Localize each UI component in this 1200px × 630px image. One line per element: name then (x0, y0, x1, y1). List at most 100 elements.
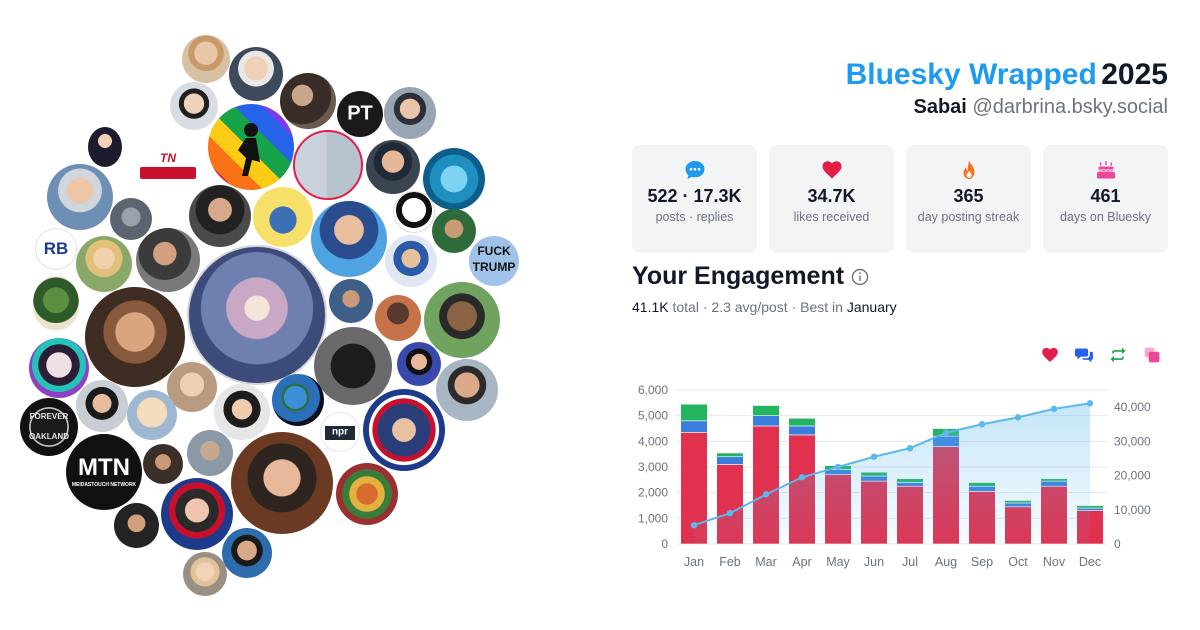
bar-segment (932, 427, 960, 429)
avatar-oakland[interactable]: FOREVER OAKLAND (20, 398, 78, 456)
avatar[interactable] (136, 228, 200, 292)
avatar[interactable] (375, 295, 421, 341)
avatar[interactable] (183, 552, 227, 596)
stat-card-likes: 34.7K likes received (769, 145, 894, 253)
cumulative-point (762, 491, 770, 498)
dancer-silhouette-icon (238, 123, 260, 176)
avatar[interactable] (170, 82, 218, 130)
x-tick-label: Nov (1043, 555, 1066, 569)
avatar[interactable] (76, 380, 128, 432)
legend-replies-toggle[interactable] (1074, 346, 1094, 364)
x-tick-label: Feb (719, 555, 741, 569)
cumulative-point (906, 444, 914, 452)
avatar-fuck-trump[interactable]: FUCK TRUMP (469, 236, 519, 286)
cumulative-point (942, 429, 950, 436)
engagement-best-month: January (846, 299, 897, 315)
avatar[interactable] (293, 130, 363, 200)
y-left-tick-label: 4,000 (638, 434, 668, 448)
avatar[interactable] (85, 287, 185, 387)
cumulative-point (834, 463, 842, 471)
avatar-lincoln[interactable] (393, 191, 435, 233)
avatar[interactable] (366, 140, 420, 194)
avatar-phoenix[interactable] (187, 245, 327, 385)
avatar[interactable] (384, 87, 436, 139)
bar-segment (680, 420, 708, 433)
avatar[interactable] (189, 185, 251, 247)
avatar[interactable] (88, 127, 122, 167)
avatar[interactable] (397, 342, 441, 386)
avatar[interactable] (314, 327, 392, 405)
user-handle[interactable]: @darbrina.bsky.social (972, 96, 1168, 118)
avatar[interactable] (187, 430, 233, 476)
avatar-mtn[interactable]: MTN MEIDASTOUCH NETWORK (66, 434, 142, 510)
stat-label: day posting streak (917, 210, 1020, 224)
avatar[interactable] (161, 478, 233, 550)
avatar[interactable] (76, 236, 132, 292)
avatar[interactable] (222, 528, 272, 578)
avatar-npr[interactable]: npr (320, 412, 360, 452)
bar-segment (788, 417, 816, 419)
repost-icon (1110, 347, 1126, 363)
avatar[interactable] (110, 198, 152, 240)
avatar[interactable] (114, 503, 159, 548)
avatar[interactable] (363, 389, 445, 471)
x-tick-label: Jul (902, 555, 918, 569)
legend-reposts-toggle[interactable] (1109, 346, 1127, 364)
info-icon[interactable] (851, 268, 869, 286)
stat-card-streak: 365 day posting streak (906, 145, 1031, 253)
stat-value: 365 (953, 186, 984, 206)
avatar[interactable] (167, 362, 217, 412)
cumulative-line (693, 402, 1091, 527)
cumulative-point (1086, 400, 1094, 407)
avatar-tn-holler[interactable]: TN HOLLER (134, 145, 202, 185)
bar-segment (680, 403, 708, 405)
y-left-tick-label: 3,000 (638, 460, 668, 474)
avatar[interactable]: PT (337, 91, 383, 137)
stat-card-days: 461 days on Bluesky (1043, 145, 1168, 253)
avatar[interactable] (311, 201, 387, 277)
stat-value: 34.7K (807, 186, 856, 206)
avatar[interactable] (432, 209, 476, 253)
avatar[interactable] (436, 359, 498, 421)
x-tick-label: Oct (1008, 555, 1028, 569)
avatar[interactable] (424, 282, 500, 358)
stat-label: likes received (793, 210, 870, 224)
x-tick-label: Sep (971, 555, 993, 569)
cumulative-point (690, 521, 698, 529)
bar-segment (752, 415, 780, 427)
avatar-rb[interactable]: RB (35, 228, 77, 270)
cumulative-point (726, 510, 734, 517)
rb-logo: RB (43, 239, 69, 258)
avatar[interactable] (385, 235, 437, 287)
mtn-network-label: MEIDASTOUCH NETWORK (71, 482, 137, 488)
avatar[interactable] (229, 47, 283, 101)
avatar-earth[interactable] (272, 374, 324, 426)
avatar[interactable] (280, 73, 336, 129)
stat-card-posts: 522 · 17.3K posts · replies (632, 145, 757, 253)
cumulative-point (798, 474, 806, 481)
legend-quotes-toggle[interactable] (1143, 346, 1161, 364)
avatar[interactable] (29, 338, 89, 398)
avatar-cartoon[interactable] (127, 390, 177, 440)
avatar[interactable] (231, 432, 333, 534)
avatar-park-badge[interactable] (33, 276, 79, 330)
avatar[interactable] (214, 384, 270, 440)
avatar[interactable] (329, 279, 373, 323)
legend-likes-toggle[interactable] (1041, 346, 1059, 364)
stat-label: days on Bluesky (1059, 210, 1152, 224)
bar-segment (752, 405, 780, 416)
avatar[interactable] (423, 148, 485, 210)
bar-segment (680, 403, 708, 422)
avatar-rainbow-silhouette[interactable] (208, 104, 294, 190)
cumulative-point (978, 421, 986, 428)
avatar[interactable] (47, 164, 113, 230)
x-tick-label: Dec (1079, 555, 1101, 569)
avatar-mosaic[interactable] (336, 463, 398, 525)
avatar[interactable] (253, 187, 313, 247)
avatar[interactable] (143, 444, 183, 484)
bar-segment (788, 425, 816, 436)
y-right-tick-label: 30,000 (1114, 434, 1151, 448)
avatar[interactable] (182, 35, 230, 83)
flame-icon (963, 160, 974, 179)
fuck-label: FUCK (477, 244, 511, 258)
